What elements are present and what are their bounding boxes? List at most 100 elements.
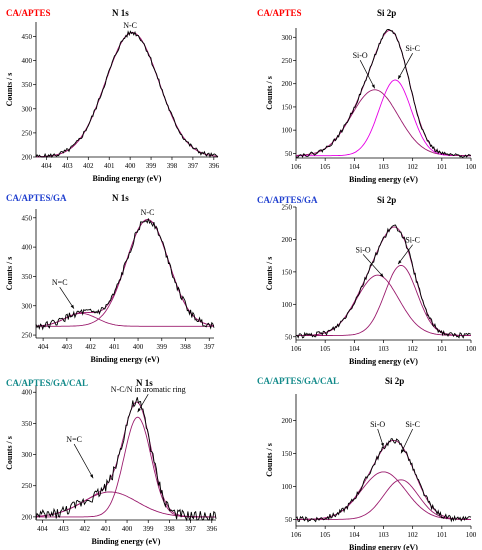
element-title: N 1s xyxy=(112,8,129,18)
annotation-arrowhead-0 xyxy=(379,273,384,278)
x-tick-label: 402 xyxy=(83,162,94,170)
annotation-arrowhead-0 xyxy=(137,408,141,413)
panel-ca-aptes-si2p: 50 100 150 200 250 300 106 105 104 103 102 101 100 Bi… xyxy=(245,0,482,185)
annotation-arrowhead-0 xyxy=(371,84,375,89)
component-peak-1 xyxy=(36,416,216,518)
x-tick-label: 400 xyxy=(122,525,133,533)
component-peak-1 xyxy=(296,479,471,520)
x-tick-label: 399 xyxy=(143,525,154,533)
x-tick-label: 102 xyxy=(407,531,418,539)
fit-envelope xyxy=(296,226,471,336)
peak-annotation-1: N=C xyxy=(52,278,68,287)
component-peak-0 xyxy=(296,274,471,336)
y-tick-label: 250 xyxy=(22,129,33,137)
xps-chart: 50 100 150 200 106 105 104 103 102 101 100 Binding … xyxy=(265,394,477,550)
panel-ca-aptes-n1s: 200 250 300 350 400 450 404 403 402 401 400 399 398 3… xyxy=(0,0,236,185)
panel-ca-aptes-ga-si2p: 50 100 150 200 250 106 105 104 103 102 101 100 Bindi… xyxy=(245,185,482,368)
y-tick-label: 50 xyxy=(285,333,293,341)
x-tick-label: 403 xyxy=(62,343,73,351)
element-title: Si 2p xyxy=(377,8,397,18)
annotation-arrow-1 xyxy=(397,53,413,80)
panel-ca-aptes-ga-cal-si2p: 50 100 150 200 106 105 104 103 102 101 100 Binding … xyxy=(245,368,482,550)
y-tick-label: 300 xyxy=(22,451,33,459)
x-axis-label: Binding energy (eV) xyxy=(93,174,162,183)
x-tick-label: 105 xyxy=(320,531,331,539)
x-tick-label: 398 xyxy=(167,162,178,170)
annotation-arrowhead-1 xyxy=(401,449,404,454)
component-peak-0 xyxy=(35,491,216,518)
x-tick-label: 106 xyxy=(291,163,302,171)
x-tick-label: 399 xyxy=(157,343,168,351)
x-tick-label: 100 xyxy=(466,163,477,171)
element-title: Si 2p xyxy=(385,376,405,386)
experimental-spectrum xyxy=(295,29,472,158)
xps-chart: 50 100 150 200 250 106 105 104 103 102 101 100 Bindi… xyxy=(265,204,477,367)
peak-annotation-0: Si-O xyxy=(356,245,371,254)
y-tick-label: 300 xyxy=(22,302,33,310)
x-tick-label: 396 xyxy=(207,525,218,533)
y-tick-label: 450 xyxy=(22,214,33,222)
x-tick-label: 104 xyxy=(349,163,360,171)
x-tick-label: 100 xyxy=(466,345,477,353)
fit-envelope xyxy=(296,29,471,157)
y-tick-label: 200 xyxy=(282,417,293,425)
component-peak-1 xyxy=(296,264,471,336)
component-peak-1 xyxy=(296,79,471,157)
annotation-arrow-0 xyxy=(362,254,384,278)
component-peak-0 xyxy=(296,89,471,157)
x-tick-label: 398 xyxy=(164,525,175,533)
x-axis-label: Binding energy (eV) xyxy=(349,357,418,366)
y-axis-label: Counts / s xyxy=(265,257,274,291)
y-tick-label: 150 xyxy=(282,268,293,276)
y-axis-label: Counts / s xyxy=(5,257,14,291)
annotation-arrowhead-1 xyxy=(90,474,94,479)
peak-annotation-1: Si-C xyxy=(405,44,420,53)
annotation-arrow-1 xyxy=(397,244,413,265)
x-tick-label: 104 xyxy=(349,531,360,539)
x-tick-label: 401 xyxy=(101,525,112,533)
sample-title: CA/APTES/GA/CAL xyxy=(257,376,340,386)
y-tick-label: 200 xyxy=(22,513,33,521)
x-tick-label: 104 xyxy=(349,345,360,353)
x-tick-label: 101 xyxy=(437,163,448,171)
y-tick-label: 100 xyxy=(282,127,293,135)
panel-ca-aptes-ga-cal-n1s: 200 250 300 350 400 404 403 402 401 400 399 398 397 3… xyxy=(0,368,236,550)
x-axis-label: Binding energy (eV) xyxy=(349,543,418,550)
y-tick-label: 250 xyxy=(22,332,33,340)
x-tick-label: 105 xyxy=(320,163,331,171)
x-tick-label: 397 xyxy=(188,162,199,170)
x-tick-label: 397 xyxy=(204,343,215,351)
y-tick-label: 50 xyxy=(285,150,293,158)
y-tick-label: 300 xyxy=(282,34,293,42)
peak-annotation-1: Si-C xyxy=(405,236,420,245)
y-tick-label: 200 xyxy=(22,154,33,162)
x-tick-label: 401 xyxy=(104,162,115,170)
x-tick-label: 106 xyxy=(291,345,302,353)
sample-title: CA/APTES/GA xyxy=(6,193,67,203)
x-tick-label: 105 xyxy=(320,345,331,353)
xps-chart: 200 250 300 350 400 450 404 403 402 401 400 399 398 3… xyxy=(5,21,220,183)
peak-annotation-0: Si-O xyxy=(370,420,385,429)
sample-title: CA/APTES xyxy=(6,8,51,18)
y-tick-label: 400 xyxy=(22,389,33,397)
experimental-spectrum xyxy=(295,224,472,339)
x-tick-label: 404 xyxy=(41,162,52,170)
experimental-spectrum xyxy=(35,30,219,159)
peak-annotation-1: Si-C xyxy=(405,420,420,429)
y-tick-label: 100 xyxy=(282,301,293,309)
x-tick-label: 102 xyxy=(407,345,418,353)
x-tick-label: 400 xyxy=(133,343,144,351)
annotation-arrowhead-1 xyxy=(398,75,402,80)
y-tick-label: 400 xyxy=(22,57,33,65)
annotation-arrow-1 xyxy=(73,443,94,479)
annotation-arrow-0 xyxy=(359,60,376,89)
y-tick-label: 200 xyxy=(282,80,293,88)
experimental-spectrum xyxy=(35,397,217,522)
x-tick-label: 103 xyxy=(378,163,389,171)
element-title: N 1s xyxy=(112,193,129,203)
y-tick-label: 450 xyxy=(22,33,33,41)
experimental-spectrum xyxy=(295,438,472,523)
x-tick-label: 106 xyxy=(291,531,302,539)
x-tick-label: 401 xyxy=(109,343,120,351)
x-tick-label: 404 xyxy=(38,343,49,351)
